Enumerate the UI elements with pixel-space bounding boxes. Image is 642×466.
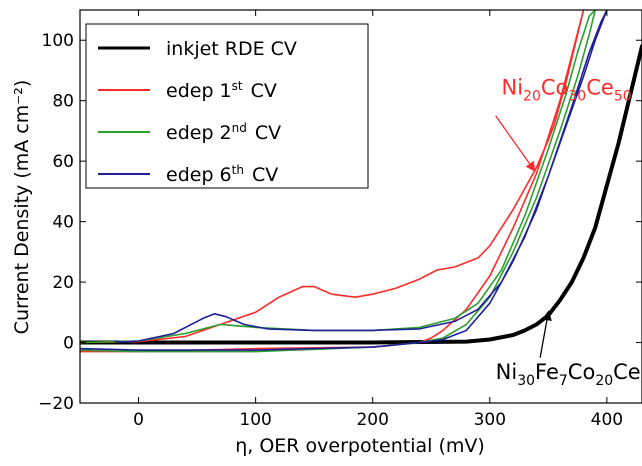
x-tick-label: 200 [356, 410, 388, 430]
legend: inkjet RDE CV edep 1st CV edep 2nd CV edep … [85, 23, 369, 189]
y-tick-label: 100 [42, 31, 74, 51]
series-line-3 [80, 10, 608, 351]
x-tick-label: 400 [591, 410, 623, 430]
red-composition-arrow [495, 115, 536, 172]
ticks-layer: 0 100 200 300 400 −20 0 20 40 60 80 100 [38, 10, 642, 430]
x-tick-label: 0 [133, 410, 144, 430]
black-composition-arrow [539, 310, 552, 358]
x-tick-label: 100 [239, 410, 271, 430]
x-tick-label: 300 [474, 410, 506, 430]
legend-label-2: edep 2nd CV [166, 121, 281, 144]
red-composition-label: Ni20​Co30​Ce50​ [502, 76, 632, 105]
annotations-layer: Ni20​Co30​Ce50​ Ni30​Fe7​Co20​Ce43​ [495, 76, 642, 389]
legend-label-1: edep 1st CV [166, 79, 277, 102]
y-tick-label: 20 [52, 273, 74, 293]
y-tick-label: 40 [52, 213, 74, 233]
x-axis-label: η, OER overpotential (mV) [235, 435, 485, 457]
y-tick-label: −20 [38, 394, 74, 414]
legend-label-3: edep 6th CV [166, 163, 278, 186]
legend-label-0: inkjet RDE CV [166, 38, 297, 60]
legend-box [85, 23, 369, 189]
plot-frame [79, 9, 642, 404]
black-composition-label: Ni30​Fe7​Co20​Ce43​ [496, 360, 642, 389]
y-tick-label: 60 [52, 152, 74, 172]
y-tick-label: 80 [52, 92, 74, 112]
y-tick-label: 0 [63, 334, 74, 354]
y-axis-label: Current Density (mA cm⁻²) [11, 80, 33, 335]
